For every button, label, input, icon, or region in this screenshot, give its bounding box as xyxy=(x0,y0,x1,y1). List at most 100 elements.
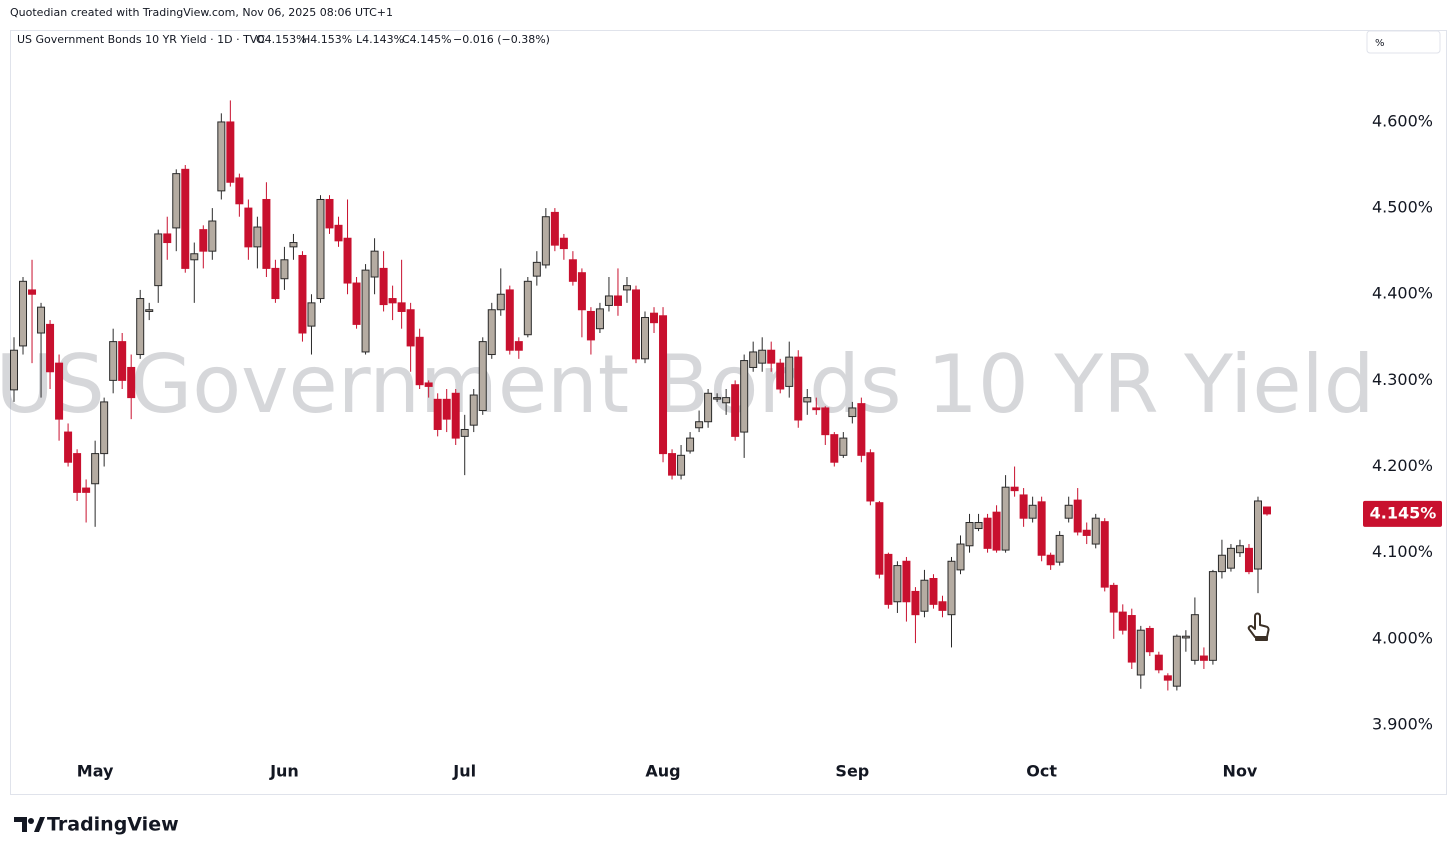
candle-body xyxy=(505,289,514,351)
candle-body xyxy=(280,259,289,280)
y-tick-label: 4.600% xyxy=(1372,111,1433,130)
cursor-icon xyxy=(1247,612,1270,641)
ohlc-high: H4.153% xyxy=(302,33,352,46)
candle-body xyxy=(947,560,956,616)
candle-body xyxy=(1055,534,1064,563)
candle-body xyxy=(361,269,370,353)
candle-body xyxy=(28,289,37,295)
candle-body xyxy=(677,454,686,476)
candle-body xyxy=(316,198,325,300)
candle-body xyxy=(379,267,388,306)
candle-body xyxy=(668,453,677,476)
candle-body xyxy=(613,295,622,306)
candle-body xyxy=(1208,571,1217,661)
candle-body xyxy=(740,360,749,433)
last-price-label: 4.145% xyxy=(1370,503,1437,522)
candle-body xyxy=(1181,635,1190,639)
brand-logo xyxy=(14,817,45,832)
candle-body xyxy=(938,601,947,611)
candle-body xyxy=(974,522,983,530)
unit-box[interactable] xyxy=(1366,30,1441,54)
candle-body xyxy=(154,233,163,287)
candle-body xyxy=(397,302,406,312)
x-tick-label: Jul xyxy=(452,762,476,781)
candle-body xyxy=(208,220,217,252)
candle-body xyxy=(650,312,659,324)
candle-body xyxy=(577,272,586,311)
candle-body xyxy=(1109,584,1118,613)
candle-body xyxy=(956,543,965,571)
candle-body xyxy=(893,565,902,603)
last-price-badge xyxy=(1363,500,1442,527)
candle-body xyxy=(929,578,938,605)
candle-body xyxy=(325,198,334,229)
candle-body xyxy=(1235,545,1244,554)
candle-body xyxy=(848,407,857,418)
candle-body xyxy=(136,298,145,356)
candle-body xyxy=(406,309,415,347)
candle-body xyxy=(433,398,442,430)
candle-body xyxy=(830,434,839,463)
candle-body xyxy=(469,394,478,426)
candle-body xyxy=(595,308,604,330)
candle-body xyxy=(55,362,64,420)
candle-body xyxy=(821,407,830,436)
candle-body xyxy=(1263,506,1271,515)
candle-body xyxy=(253,226,262,248)
candle-body xyxy=(749,351,758,368)
candle-body xyxy=(812,407,821,411)
candle-body xyxy=(415,336,424,386)
ohlc-close: C4.145% xyxy=(402,33,452,46)
candle-body xyxy=(713,397,722,400)
candle-body xyxy=(217,121,226,192)
header-note: Quotedian created with TradingView.com, … xyxy=(10,6,393,19)
candle-body xyxy=(1010,486,1019,492)
candle-body xyxy=(199,229,208,252)
candle-body xyxy=(1163,675,1172,681)
candle-body xyxy=(902,560,911,603)
candle-body xyxy=(487,309,496,356)
axis-unit[interactable]: % xyxy=(1375,38,1385,49)
candle-body xyxy=(767,349,776,364)
y-tick-label: 4.300% xyxy=(1372,370,1433,389)
candle-body xyxy=(271,267,280,300)
candle-body xyxy=(118,341,127,381)
chart-frame xyxy=(10,30,1447,795)
candle-body xyxy=(172,173,181,229)
candle-body xyxy=(73,453,82,493)
candle-body xyxy=(64,431,73,463)
candle-body xyxy=(226,121,235,183)
candle-body xyxy=(1244,547,1253,573)
candle-body xyxy=(91,453,100,485)
candle-body xyxy=(875,502,884,575)
candle-body xyxy=(920,579,929,612)
ohlc-change: −0.016 (−0.38%) xyxy=(453,33,550,46)
candle-body xyxy=(1028,504,1037,519)
candle-body xyxy=(695,421,704,429)
candle-body xyxy=(631,289,640,360)
candle-body xyxy=(289,242,298,248)
candle-body xyxy=(776,362,785,390)
candle-body xyxy=(10,349,18,391)
candle-body xyxy=(235,177,244,205)
candle-body xyxy=(1190,614,1199,661)
candle-body xyxy=(532,261,541,277)
watermark: US Government Bonds 10 YR Yield xyxy=(0,338,1375,431)
candle-body xyxy=(109,341,118,381)
candle-body xyxy=(794,356,803,421)
ohlc-low: L4.143% xyxy=(356,33,404,46)
candle-body xyxy=(478,341,487,412)
y-tick-label: 3.900% xyxy=(1372,714,1433,733)
candle-body xyxy=(866,452,875,502)
candle-body xyxy=(1136,629,1145,676)
candle-body xyxy=(46,323,55,373)
candle-body xyxy=(496,293,505,311)
candle-body xyxy=(550,211,559,246)
candle-body xyxy=(19,280,28,347)
x-tick-label: Aug xyxy=(645,762,680,781)
x-tick-label: Oct xyxy=(1026,762,1057,781)
candle-body xyxy=(145,309,154,312)
brand-name: TradingView xyxy=(47,814,179,836)
candle-body xyxy=(884,553,893,605)
